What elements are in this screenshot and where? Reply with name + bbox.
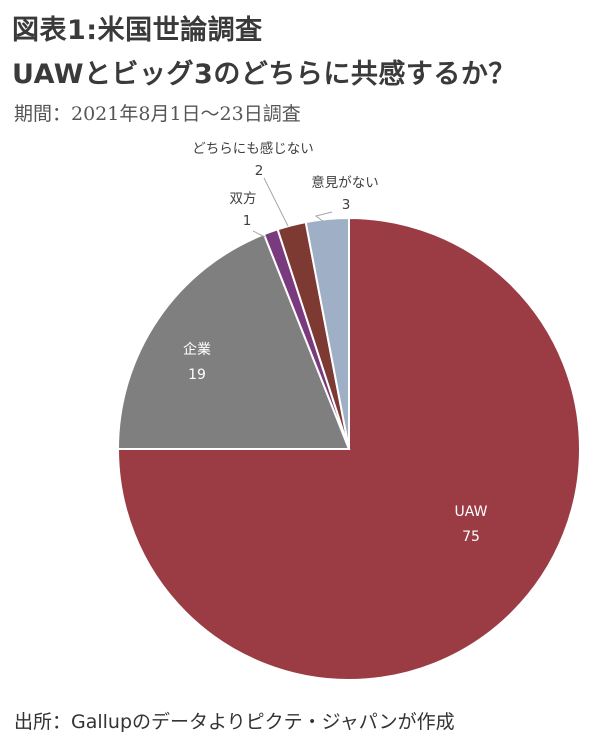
chart-title-line1: 図表1:米国世論調査 <box>12 15 263 46</box>
chart-title-line2: UAWとビッグ3のどちらに共感するか？ <box>12 59 516 90</box>
source-note: 出所：Gallupのデータよりピクテ・ジャパンが作成 <box>14 711 455 733</box>
slice-label-value: 19 <box>188 367 206 383</box>
slice-labels: UAW 75 企業 19 双方 1 どちらにも感じない 2 意見がない 3 <box>183 140 488 545</box>
slice-label-value: 2 <box>255 163 264 179</box>
slice-label-name: UAW <box>455 504 488 520</box>
leader-line <box>314 211 333 223</box>
slice-label-value: 75 <box>462 529 480 545</box>
slice-label-value: 1 <box>243 213 252 229</box>
pie-slice-0 <box>116 216 581 681</box>
leader-line <box>252 230 266 238</box>
slice-label-name: 双方 <box>230 191 257 207</box>
slice-label-name: 意見がない <box>311 174 379 191</box>
leader-lines <box>252 177 333 238</box>
pie-slice-4 <box>304 216 350 450</box>
slice-label-name: どちらにも感じない <box>192 140 314 157</box>
pie-slice-1 <box>116 232 351 450</box>
slice-label-name: 企業 <box>183 341 211 358</box>
slice-label-value: 3 <box>342 197 351 213</box>
leader-line <box>263 177 289 227</box>
survey-period: 期間：2021年8月1日～23日調査 <box>14 103 301 125</box>
pie-slices <box>116 216 581 681</box>
